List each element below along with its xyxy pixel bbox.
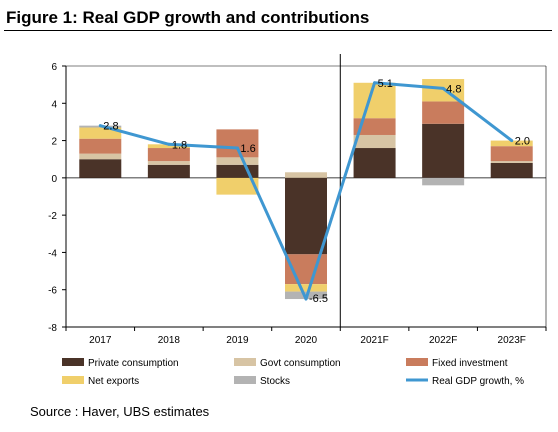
bar-segment: [79, 153, 122, 160]
x-tick-label: 2017: [89, 335, 112, 346]
bar-segment: [490, 140, 533, 147]
bar-segment: [79, 159, 122, 178]
gdp-growth-point: [167, 142, 171, 146]
bar-segment: [490, 162, 533, 178]
gdp-growth-point: [441, 86, 445, 90]
legend-swatch: [406, 358, 428, 366]
gdp-growth-point: [373, 81, 377, 85]
bar-segment: [147, 148, 190, 162]
bar-segment: [285, 177, 327, 255]
bar-segment: [216, 164, 259, 178]
y-tick-label: -2: [48, 211, 57, 222]
bar-segment: [422, 101, 465, 124]
gdp-growth-label: 1.6: [240, 143, 255, 155]
bar-segment: [353, 134, 396, 149]
chart-bars: [79, 79, 533, 300]
y-tick-label: 0: [51, 174, 57, 185]
bar-segment: [216, 157, 259, 165]
legend-label: Govt consumption: [260, 358, 341, 369]
bar-segment: [353, 148, 396, 178]
x-tick-label: 2022F: [429, 335, 457, 346]
legend-swatch: [234, 358, 256, 366]
gdp-growth-label: -6.5: [309, 293, 328, 305]
bar-segment: [147, 164, 190, 178]
x-tick-label: 2018: [158, 335, 181, 346]
gdp-growth-point: [235, 146, 239, 150]
bar-segment: [285, 172, 327, 178]
gdp-growth-line-group: [98, 81, 514, 301]
gdp-growth-label: 5.1: [378, 78, 393, 90]
y-tick-label: -6: [48, 286, 57, 297]
source-note: Source : Haver, UBS estimates: [30, 404, 210, 419]
legend-label: Real GDP growth, %: [432, 376, 524, 387]
gdp-growth-point: [304, 297, 308, 301]
gdp-growth-label: 2.0: [515, 136, 530, 148]
y-tick-label: 4: [51, 99, 57, 110]
chart-axes: 6 4 2 0 -2 -4 -6 -8 2017 2018 2019 2020 2021F 2022F 20…: [48, 54, 547, 346]
bar-segment: [285, 284, 327, 292]
gdp-growth-point: [510, 139, 514, 143]
x-tick-label: 2019: [226, 335, 249, 346]
bar-segment: [79, 127, 122, 139]
bar-segment: [147, 144, 190, 149]
bar-segment: [422, 177, 465, 186]
legend-swatch: [234, 376, 256, 384]
chart-title: Figure 1: Real GDP growth and contributi…: [6, 8, 370, 27]
y-tick-label: -4: [48, 248, 57, 259]
gdp-growth-label: 4.8: [446, 83, 461, 95]
chart-legend: Private consumption Govt consumption Fixed…: [62, 358, 524, 387]
bar-segment: [216, 177, 259, 195]
bar-segment: [216, 129, 259, 158]
data-labels: 2.8 1.8 1.6 -6.5 5.1 4.8 2.0: [103, 78, 530, 305]
title-rule: [4, 30, 552, 31]
x-tick-label: 2020: [295, 335, 318, 346]
legend-label: Fixed investment: [432, 358, 508, 369]
bar-segment: [147, 161, 190, 165]
gdp-growth-label: 2.8: [103, 121, 118, 133]
bar-segment: [490, 146, 533, 162]
legend-swatch: [62, 376, 84, 384]
legend-swatch: [62, 358, 84, 366]
bar-segment: [353, 118, 396, 135]
y-tick-label: -8: [48, 323, 57, 334]
legend-label: Stocks: [260, 376, 290, 387]
bar-segment: [490, 161, 533, 163]
gdp-growth-label: 1.8: [172, 139, 187, 151]
bar-segment: [353, 82, 396, 119]
x-tick-label: 2021F: [360, 335, 388, 346]
y-tick-label: 2: [51, 137, 57, 148]
legend-label: Private consumption: [88, 358, 179, 369]
gdp-growth-point: [98, 124, 102, 128]
bar-segment: [79, 138, 122, 154]
x-tick-label: 2023F: [498, 335, 526, 346]
bar-segment: [422, 123, 465, 178]
legend-label: Net exports: [88, 376, 139, 387]
y-tick-label: 6: [51, 62, 57, 73]
